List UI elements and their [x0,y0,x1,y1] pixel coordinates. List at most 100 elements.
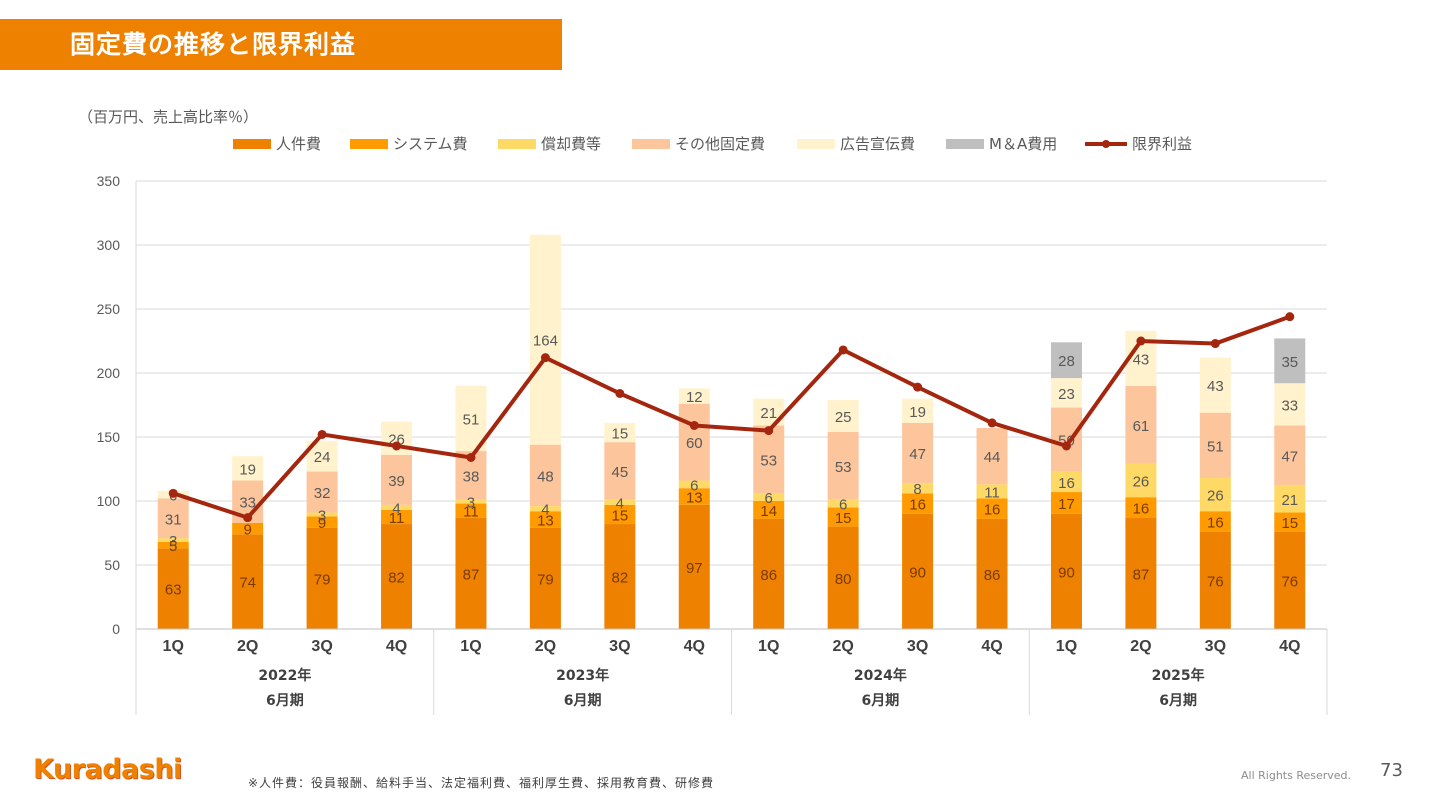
bar-segment [753,425,785,494]
bar-segment [678,388,710,404]
bar-segment [157,541,189,549]
margin-line-point [168,488,178,498]
bar-segment [604,422,636,443]
data-label: 97 [686,560,703,577]
group-year-label: 2023年 [556,667,609,684]
bar-segment [902,483,934,494]
data-label: 76 [1207,573,1224,590]
bar-segment [604,504,636,525]
y-tick-label: 200 [97,365,121,381]
bar-segment [604,442,636,500]
bar-segment [604,499,636,505]
data-label: 6 [765,490,773,507]
margin-line-point [317,429,327,439]
data-label: 80 [835,571,852,588]
group-period-label: 6月期 [564,693,602,709]
data-label: 164 [533,333,558,350]
x-tick-label: 1Q [163,638,184,655]
data-label: 3 [169,533,177,550]
slide-title: 固定費の推移と限界利益 [70,30,357,59]
margin-line-point [764,426,774,436]
bar-segment [1199,412,1231,478]
bar-segment [1050,342,1082,379]
data-label: 31 [165,511,182,528]
data-label: 21 [1281,492,1298,509]
bar-segment [529,527,561,629]
bar-segment [306,527,338,629]
legend-label: 償却費等 [541,135,601,153]
legend: 人件費 システム費 償却費等 その他固定費 広告宣伝費 M＆A費用 限界利益 [233,135,1192,153]
data-label: 48 [537,468,554,485]
bar-segment [381,509,413,525]
bar-segment [529,506,561,512]
data-label: 87 [463,566,480,583]
bar-segment [1274,512,1306,532]
bar-segment [1125,497,1157,518]
data-label: 21 [760,405,777,422]
y-tick-label: 350 [97,173,121,189]
data-label: 33 [1281,397,1298,414]
data-label: 11 [984,484,1000,501]
bar-segment [306,471,338,513]
bar-segment [976,484,1008,499]
x-axis: 1Q 2Q 3Q 4Q 1Q 2Q 3Q 4Q 1Q 2Q 3Q 4Q 1Q 2Q 3Q 4Q 2022年 6月期… [135,628,1328,715]
bar-segment [1050,492,1082,514]
bar-segment [157,498,189,539]
group-year-label: 2025年 [1152,667,1205,684]
bar-segment [1199,477,1231,512]
bar-segment [902,398,934,423]
legend-swatch [946,139,984,149]
data-label: 3 [318,507,326,524]
bar-segment [678,504,710,629]
bar-segment [455,499,487,504]
x-tick-label: 1Q [460,638,481,655]
bar-segment [902,493,934,514]
bar-segment [976,518,1008,629]
bar-segment [976,498,1008,519]
data-label: 33 [239,495,256,512]
data-label: 6 [839,497,847,514]
data-label: 12 [686,389,703,406]
unit-label: （百万円、売上高比率％） [78,108,259,126]
data-label: 11 [389,510,405,527]
data-label: 44 [984,449,1001,466]
bar-segment [1274,425,1306,486]
data-label: 4 [616,495,624,512]
bar-segment [1125,463,1157,498]
legend-label: 限界利益 [1132,135,1192,153]
data-label: 19 [909,404,926,421]
data-label: 61 [1133,418,1150,435]
margin-line-point [1061,441,1071,451]
bar-segment [232,456,264,481]
data-label: 35 [1281,354,1298,371]
bar-segment [827,507,859,527]
bar-segment [455,385,487,452]
data-label: 4 [541,502,549,519]
bar-segment [529,444,561,507]
bar-segment [306,516,338,528]
x-tick-label: 4Q [981,638,1002,655]
group-year-label: 2024年 [854,667,907,684]
bar-segment [1274,531,1306,629]
bar-segment [1199,531,1231,629]
data-label: 16 [984,502,1001,519]
y-tick-label: 300 [97,237,121,253]
data-label: 16 [1058,475,1075,492]
data-label: 74 [239,575,256,592]
bar-segment [1050,513,1082,629]
margin-line-point [466,452,476,462]
data-label: 9 [318,515,326,532]
data-label: 16 [1133,500,1150,517]
data-label: 43 [1133,351,1150,368]
footnote: ※人件費：役員報酬、給料手当、法定福利費、福利厚生費、採用教育費、研修費 [248,776,715,790]
bar-segment [753,501,785,519]
legend-label: M＆A費用 [989,135,1057,153]
group-period-label: 6月期 [266,693,304,709]
data-label: 26 [1207,488,1224,505]
x-tick-label: 1Q [1056,638,1077,655]
data-label: 3 [467,495,475,512]
bar-segment [1050,471,1082,493]
legend-line-marker [1102,140,1110,148]
data-label: 16 [909,497,926,514]
